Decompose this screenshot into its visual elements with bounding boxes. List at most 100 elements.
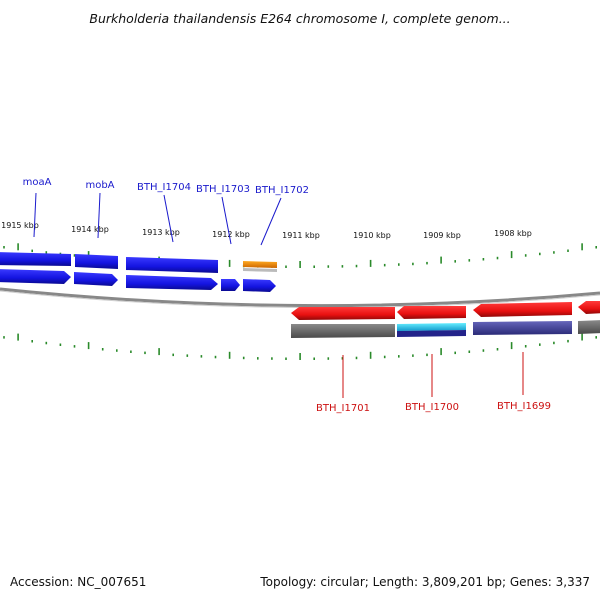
minor-tick [31, 249, 33, 253]
minor-tick [524, 254, 527, 257]
minor-tick [200, 355, 203, 358]
gene-label-BTH-I1701[interactable]: BTH_I1701 [316, 403, 370, 414]
minor-tick [327, 265, 330, 268]
major-tick [17, 243, 19, 251]
scale-label: 1910 kbp [353, 231, 391, 240]
gene-arrow[interactable] [126, 275, 218, 290]
minor-tick [412, 354, 414, 357]
minor-tick [73, 254, 76, 257]
reverse-strand-row-1 [291, 301, 600, 320]
gene-moaA[interactable] [0, 252, 71, 266]
gene-BTH-I1702[interactable] [243, 261, 277, 268]
minor-tick [426, 353, 428, 357]
minor-tick [355, 356, 358, 360]
minor-tick [398, 263, 400, 266]
minor-tick [454, 351, 456, 355]
minor-tick [130, 350, 132, 353]
gene-label-mobA[interactable]: mobA [85, 180, 114, 191]
scale-label: 1914 kbp [71, 225, 109, 234]
gene-arrow[interactable] [74, 272, 118, 286]
leader-line [260, 197, 282, 246]
minor-tick [242, 356, 245, 360]
minor-tick [73, 345, 76, 348]
scale-label: 1909 kbp [423, 231, 461, 240]
gene-label-BTH-I1700[interactable]: BTH_I1700 [405, 402, 459, 413]
gene-mobA[interactable] [75, 254, 118, 269]
gene-arrow[interactable] [578, 301, 600, 314]
major-tick [510, 342, 513, 350]
gene-arrow[interactable] [221, 279, 240, 291]
scale-label: 1915 kbp [1, 221, 39, 230]
feature-gray[interactable] [578, 320, 600, 334]
gene-arrow[interactable] [0, 269, 71, 284]
minor-tick [595, 246, 597, 249]
leader-line [221, 196, 232, 245]
minor-tick [341, 265, 344, 268]
minor-tick [31, 340, 33, 343]
feature-purple[interactable] [473, 321, 572, 335]
gene-BTH-I1701[interactable] [291, 307, 395, 320]
minor-tick [355, 264, 358, 268]
minor-tick [285, 357, 287, 360]
gene-label-BTH-I1702[interactable]: BTH_I1702 [255, 185, 309, 196]
minor-tick [567, 339, 569, 343]
minor-tick [426, 261, 428, 265]
gene-label-BTH-I1704[interactable]: BTH_I1704 [137, 182, 191, 193]
minor-tick [454, 260, 456, 263]
minor-tick [468, 350, 471, 353]
minor-tick [3, 246, 5, 249]
major-tick [228, 259, 231, 267]
minor-tick [496, 348, 499, 351]
major-tick [440, 348, 442, 356]
gene-label-BTH-I1699[interactable]: BTH_I1699 [497, 401, 551, 412]
major-tick [87, 251, 90, 259]
minor-tick [496, 256, 499, 260]
major-tick [440, 256, 442, 264]
scale-label: 1912 kbp [212, 230, 250, 239]
minor-tick [383, 355, 386, 359]
feature-cyan[interactable] [397, 323, 466, 331]
minor-tick [144, 351, 146, 355]
scale-label: 1908 kbp [494, 229, 532, 238]
leader-line [33, 192, 37, 238]
gene-BTH-I1704[interactable] [126, 257, 218, 273]
feature-navy[interactable] [397, 330, 466, 337]
gene-label-moaA[interactable]: moaA [23, 177, 52, 188]
gene-BTH-I1700[interactable] [397, 306, 466, 319]
gene-BTH-I1699[interactable] [473, 302, 572, 317]
gene-arrow[interactable] [243, 279, 276, 292]
minor-tick [482, 258, 485, 261]
minor-tick [539, 343, 541, 346]
minor-tick [116, 349, 118, 352]
major-tick [581, 243, 583, 251]
map-title: Burkholderia thailandensis E264 chromoso… [89, 11, 511, 26]
minor-tick [567, 249, 569, 252]
minor-tick [313, 265, 315, 268]
accession-text: Accession: NC_007651 [10, 575, 147, 589]
major-tick [369, 351, 372, 359]
minor-tick [398, 355, 400, 358]
minor-tick [285, 265, 287, 268]
feature-gray[interactable] [291, 324, 395, 338]
chromosome-backbone [0, 287, 600, 308]
scale-ticks-bottom [3, 333, 597, 360]
major-tick [581, 333, 583, 341]
minor-tick [3, 336, 5, 339]
reverse-strand-row-2 [291, 320, 600, 338]
minor-tick [45, 251, 48, 254]
minor-tick [45, 341, 48, 345]
gene-BTH-I1702-shadow [243, 268, 277, 272]
leader-line [163, 194, 174, 243]
major-tick [299, 353, 301, 360]
minor-tick [553, 341, 555, 345]
scale-label: 1913 kbp [142, 228, 180, 237]
minor-tick [186, 354, 189, 357]
minor-tick [327, 357, 330, 360]
minor-tick [383, 263, 386, 267]
minor-tick [313, 357, 315, 360]
scale-label: 1911 kbp [282, 231, 320, 240]
leader-line [97, 192, 101, 239]
gene-label-BTH-I1703[interactable]: BTH_I1703 [196, 184, 250, 195]
